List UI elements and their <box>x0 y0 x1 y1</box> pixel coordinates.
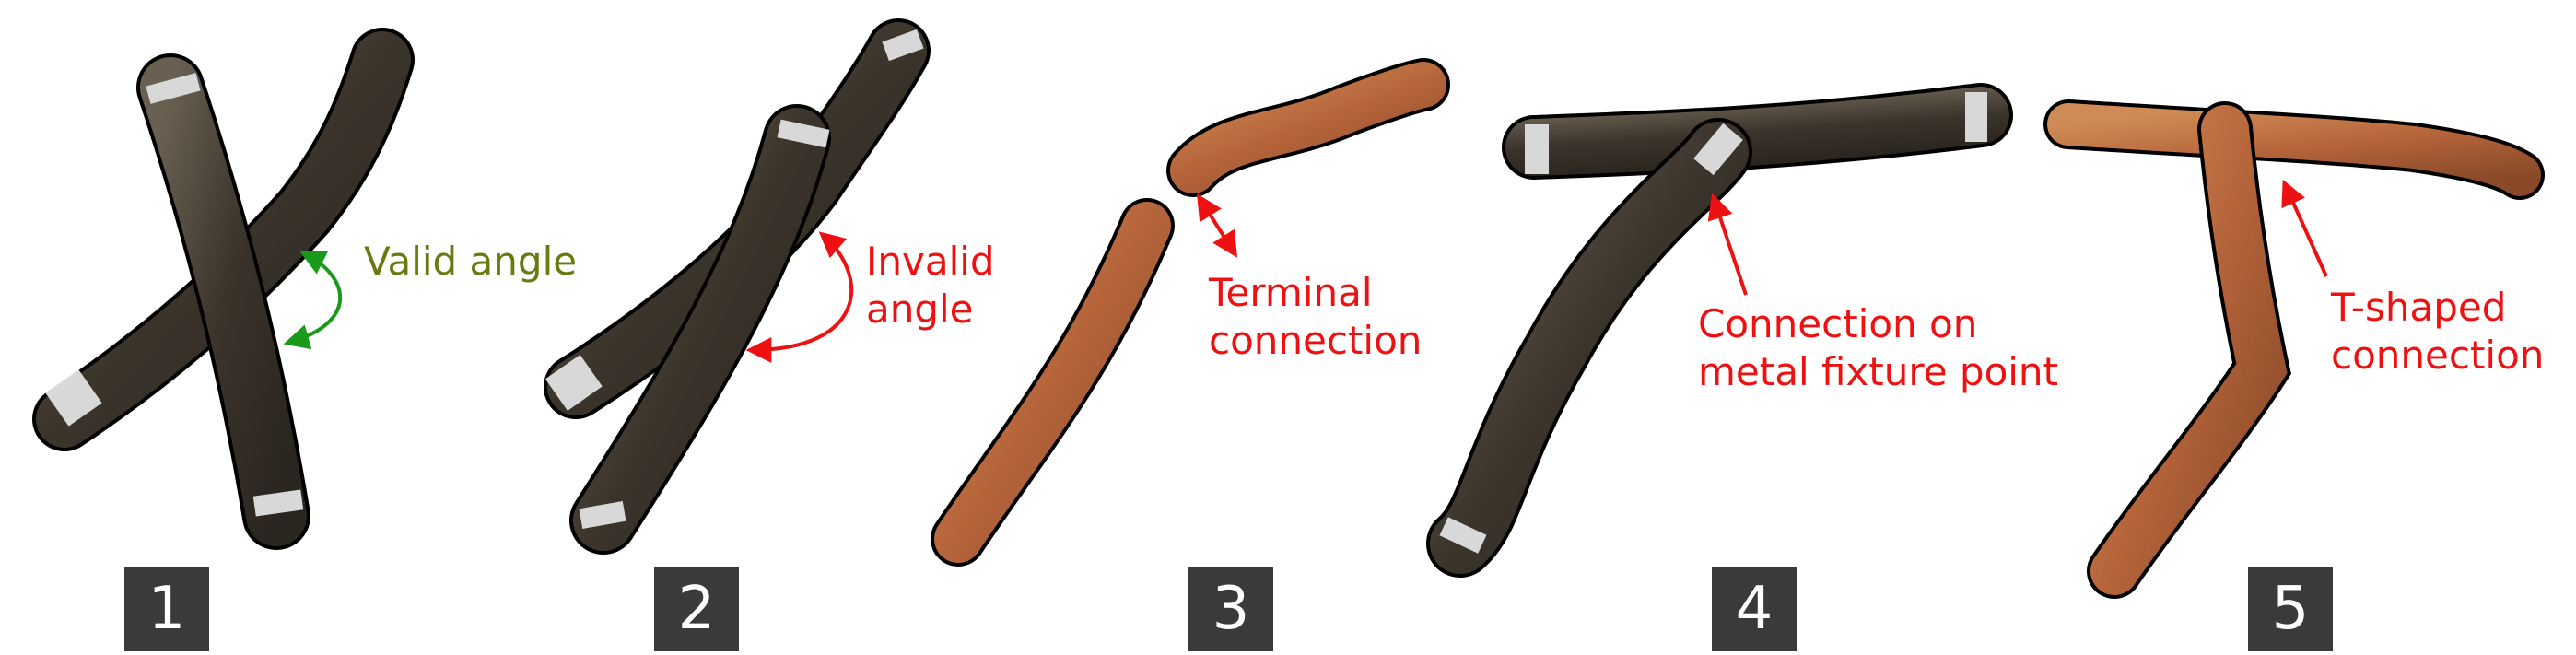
panel-3-branches <box>931 58 1450 567</box>
panel-3-number-badge: 3 <box>1188 567 1273 651</box>
panel-2-annotation-line-2: angle <box>866 287 974 332</box>
panel-4-fixture-a <box>1525 124 1549 174</box>
panel-3-annotation-line-1: Terminal <box>1209 270 1373 315</box>
panel-4-fixture-d <box>1439 517 1487 554</box>
panel-5-connection-arrow <box>2281 179 2328 277</box>
panel-1-branches <box>32 28 415 550</box>
panel-1-annotation: Valid angle <box>364 238 577 286</box>
panel-3-annotation-line-2: connection <box>1209 318 1423 363</box>
panel-5-annotation: T-shaped connection <box>2331 284 2544 380</box>
panel-5-annotation-line-1: T-shaped <box>2331 285 2507 330</box>
panel-4-number-badge: 4 <box>1712 567 1797 651</box>
panel-1-annotation-line-1: Valid angle <box>364 239 578 284</box>
panel-2-annotation-line-1: Invalid <box>866 239 995 284</box>
panel-1-fixture-a <box>45 369 102 427</box>
panel-2-annotation: Invalid angle <box>866 238 995 333</box>
panel-4-fixture-b <box>1965 92 1987 142</box>
panel-2-number-badge: 2 <box>654 567 739 651</box>
panel-3-annotation: Terminal connection <box>1209 269 1422 365</box>
panel-4-annotation: Connection on metal fixture point <box>1698 300 2058 396</box>
panel-1-number-badge: 1 <box>124 567 209 651</box>
panel-4-fixture-c <box>1693 123 1743 176</box>
panel-2-angle-arrow <box>745 231 853 363</box>
panel-2-branches <box>544 18 931 555</box>
panel-4-fixture-arrow <box>1707 193 1748 296</box>
panel-4-branches <box>1426 83 2013 578</box>
panel-2-fixture-c <box>579 500 626 530</box>
panel-1-fixture-b <box>146 73 201 104</box>
panel-2-fixture-b <box>777 119 830 148</box>
panel-5-number-badge: 5 <box>2248 567 2333 651</box>
panel-3-connection-arrow <box>1197 193 1237 258</box>
panel-1-angle-arrow <box>283 251 343 350</box>
panel-4-annotation-line-1: Connection on <box>1698 301 1978 346</box>
panel-1-fixture-c <box>252 489 304 517</box>
panel-4-annotation-line-2: metal fixture point <box>1698 349 2059 394</box>
panel-2-fixture-d <box>882 29 924 62</box>
panel-5-annotation-line-2: connection <box>2331 333 2545 378</box>
panel-2-fixture-a <box>544 355 603 411</box>
panel-5-branches <box>2043 99 2545 599</box>
